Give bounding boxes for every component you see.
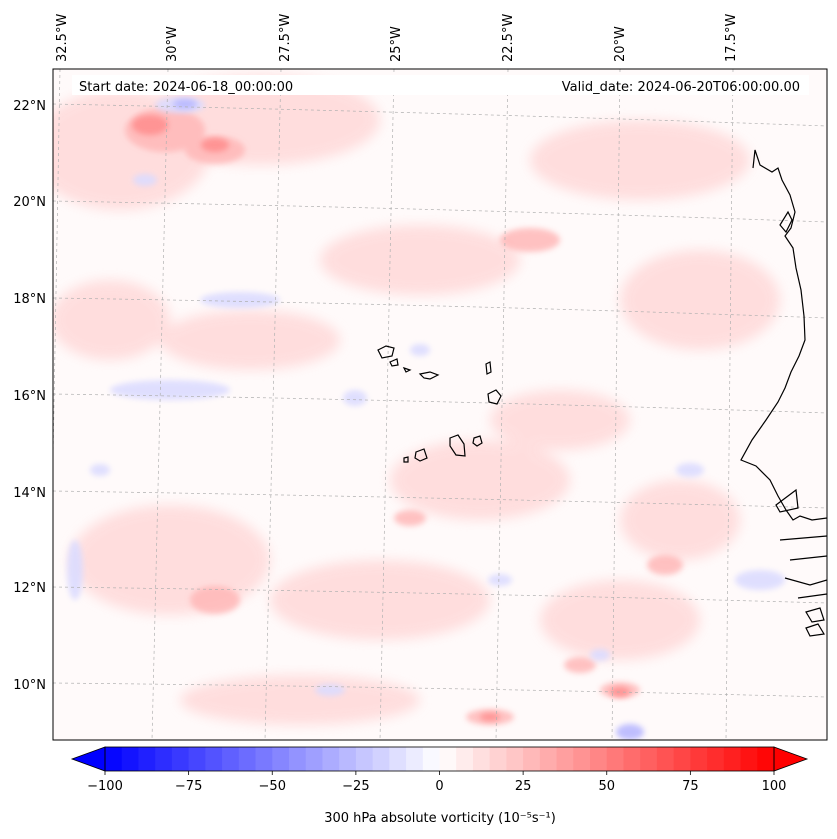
colorbar-min-extend: [70, 746, 106, 772]
colorbar-cell: [723, 747, 742, 771]
lon-label: 30°W: [165, 26, 180, 62]
colorbar-cell: [339, 747, 357, 771]
colorbar-cell: [439, 747, 457, 771]
colorbar-cell: [640, 747, 658, 771]
lat-label: 18°N: [13, 292, 46, 307]
colorbar-cell: [238, 747, 257, 771]
graticule: [53, 69, 827, 740]
lat-label: 14°N: [13, 486, 46, 501]
colorbar-cell: [255, 747, 273, 771]
colorbar-cell: [556, 747, 574, 771]
longitude-labels: 32.5°W 30°W 27.5°W 25°W 22.5°W 20°W 17.5…: [55, 14, 739, 62]
start-date-label: Start date: 2024-06-18_00:00:00: [79, 80, 293, 95]
colorbar-cell: [690, 747, 708, 771]
colorbar-cell: [389, 747, 407, 771]
colorbar-cell: [590, 747, 608, 771]
colorbar-cell: [523, 747, 541, 771]
lat-label: 16°N: [13, 389, 46, 404]
lat-label: 20°N: [13, 195, 46, 210]
colorbar-ticks: [104, 771, 775, 775]
cape-verde-islands: [377, 345, 502, 463]
colorbar-cell: [506, 747, 524, 771]
colorbar-tick-label: 0: [435, 779, 443, 794]
colorbar-cell: [606, 747, 624, 771]
colorbar-tick-label: 100: [762, 779, 787, 794]
colorbar-tick-labels: −100 −75 −50 −25 0 25 50 75 100: [87, 779, 786, 794]
lon-label: 17.5°W: [724, 14, 739, 62]
colorbar-cells: [105, 747, 775, 771]
colorbar-cell: [489, 747, 507, 771]
colorbar-cell: [288, 747, 307, 771]
colorbar-cell: [171, 747, 190, 771]
colorbar-tick-label: 75: [682, 779, 699, 794]
colorbar-cell: [138, 747, 156, 771]
map-panel: [52, 68, 828, 741]
colorbar-cell: [456, 747, 474, 771]
map-frame: [52, 68, 828, 741]
date-info-box: Start date: 2024-06-18_00:00:00 Valid_da…: [72, 75, 809, 95]
lon-label: 27.5°W: [278, 14, 293, 62]
colorbar-cell: [272, 747, 290, 771]
colorbar-cell: [422, 747, 440, 771]
colorbar-cell: [372, 747, 390, 771]
colorbar-cell: [707, 747, 725, 771]
colorbar-cell: [472, 747, 491, 771]
colorbar-cell: [573, 747, 591, 771]
colorbar-cell: [222, 747, 240, 771]
colorbar-tick-label: −75: [175, 779, 202, 794]
colorbar-cell: [355, 747, 374, 771]
latitude-labels: 22°N 20°N 18°N 16°N 14°N 12°N 10°N: [13, 99, 46, 693]
date-box-background: [72, 75, 809, 95]
colorbar-max-extend: [773, 746, 809, 772]
valid-date-label: Valid_date: 2024-06-20T06:00:00.00: [562, 80, 800, 95]
lat-label: 12°N: [13, 581, 46, 596]
colorbar-cell: [623, 747, 641, 771]
colorbar-cell: [305, 747, 323, 771]
colorbar-cell: [757, 747, 775, 771]
colorbar-tick-label: 25: [515, 779, 532, 794]
colorbar-cell: [539, 747, 558, 771]
colorbar-cell: [740, 747, 758, 771]
colorbar-cell: [105, 747, 123, 771]
colorbar-cell: [155, 747, 173, 771]
colorbar-cell: [406, 747, 424, 771]
lat-label: 10°N: [13, 678, 46, 693]
colorbar-cell: [121, 747, 139, 771]
vorticity-field: [53, 75, 785, 740]
colorbar-cell: [188, 747, 206, 771]
colorbar-cell: [673, 747, 691, 771]
colorbar: −100 −75 −50 −25 0 25 50 75 100 300 hPa …: [70, 746, 809, 826]
colorbar-cell: [205, 747, 223, 771]
lon-label: 20°W: [613, 26, 628, 62]
colorbar-label: 300 hPa absolute vorticity (10⁻⁵s⁻¹): [324, 811, 556, 826]
colorbar-cell: [322, 747, 340, 771]
colorbar-tick-label: −25: [342, 779, 369, 794]
colorbar-tick-label: 50: [598, 779, 615, 794]
lat-label: 22°N: [13, 99, 46, 114]
lon-label: 32.5°W: [55, 14, 70, 62]
colorbar-tick-label: −100: [87, 779, 123, 794]
lon-label: 22.5°W: [501, 14, 516, 62]
lon-label: 25°W: [389, 26, 404, 62]
coastline: [740, 149, 827, 637]
colorbar-tick-label: −50: [259, 779, 286, 794]
colorbar-cell: [656, 747, 675, 771]
